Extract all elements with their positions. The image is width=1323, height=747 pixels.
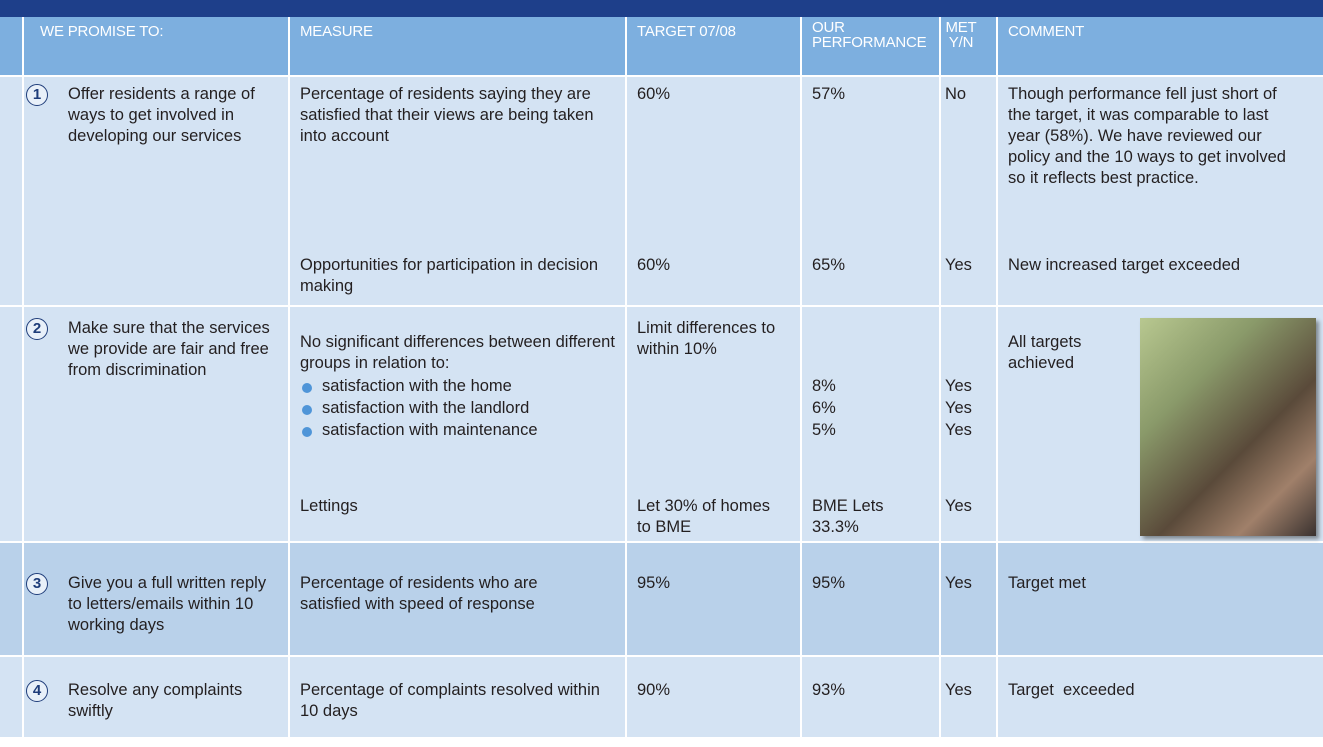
row-number: 4 xyxy=(26,680,48,702)
measure: No significant differences between diffe… xyxy=(300,332,620,374)
met: Yes xyxy=(945,376,972,397)
column-header: MET Y/N xyxy=(941,20,981,50)
promise: Give you a full written reply to letters… xyxy=(68,573,283,636)
col-line xyxy=(22,17,24,737)
promise: Resolve any complaints swiftly xyxy=(68,680,268,722)
bullet-item: satisfaction with maintenance xyxy=(322,420,538,441)
measure: Percentage of residents saying they are … xyxy=(300,84,600,147)
col-line xyxy=(288,17,290,737)
performance: 57% xyxy=(812,84,845,105)
col-line xyxy=(800,17,802,737)
comment: Though performance fell just short of th… xyxy=(1008,84,1293,189)
target: Let 30% of homes to BME xyxy=(637,496,772,538)
bullet xyxy=(302,405,312,415)
comment: All targets achieved xyxy=(1008,332,1123,374)
bullet-item: satisfaction with the home xyxy=(322,376,512,397)
column-header: WE PROMISE TO: xyxy=(40,24,280,39)
column-header: MEASURE xyxy=(300,24,600,39)
row-number: 1 xyxy=(26,84,48,106)
met: Yes xyxy=(945,255,972,276)
column-header: OUR PERFORMANCE xyxy=(812,20,932,50)
met: Yes xyxy=(945,420,972,441)
performance: 6% xyxy=(812,398,836,419)
col-line xyxy=(996,17,998,737)
bullet xyxy=(302,383,312,393)
performance: 5% xyxy=(812,420,836,441)
performance: BME Lets 33.3% xyxy=(812,496,912,538)
comment: New increased target exceeded xyxy=(1008,255,1308,276)
met: No xyxy=(945,84,966,105)
column-header: TARGET 07/08 xyxy=(637,24,787,39)
top-band xyxy=(0,0,1323,17)
row-number: 3 xyxy=(26,573,48,595)
measure: Lettings xyxy=(300,496,358,517)
performance: 8% xyxy=(812,376,836,397)
target: 60% xyxy=(637,255,670,276)
col-line xyxy=(939,17,941,737)
photo xyxy=(1140,318,1316,536)
measure: Percentage of residents who are satisfie… xyxy=(300,573,600,615)
col-line xyxy=(625,17,627,737)
bullet xyxy=(302,427,312,437)
target: 95% xyxy=(637,573,670,594)
measure: Percentage of complaints resolved within… xyxy=(300,680,620,722)
met: Yes xyxy=(945,680,972,701)
page: WE PROMISE TO: MEASURE TARGET 07/08 OUR … xyxy=(0,0,1323,747)
performance: 95% xyxy=(812,573,845,594)
met: Yes xyxy=(945,496,972,517)
measure: Opportunities for participation in decis… xyxy=(300,255,600,297)
performance: 93% xyxy=(812,680,845,701)
target: 90% xyxy=(637,680,670,701)
column-header: COMMENT xyxy=(1008,24,1308,39)
promise: Make sure that the services we provide a… xyxy=(68,318,278,381)
performance: 65% xyxy=(812,255,845,276)
met: Yes xyxy=(945,573,972,594)
row-number: 2 xyxy=(26,318,48,340)
met: Yes xyxy=(945,398,972,419)
promise: Offer residents a range of ways to get i… xyxy=(68,84,278,147)
bullet-item: satisfaction with the landlord xyxy=(322,398,529,419)
comment: Target exceeded xyxy=(1008,680,1308,701)
target: Limit differences to within 10% xyxy=(637,318,792,360)
target: 60% xyxy=(637,84,670,105)
comment: Target met xyxy=(1008,573,1308,594)
